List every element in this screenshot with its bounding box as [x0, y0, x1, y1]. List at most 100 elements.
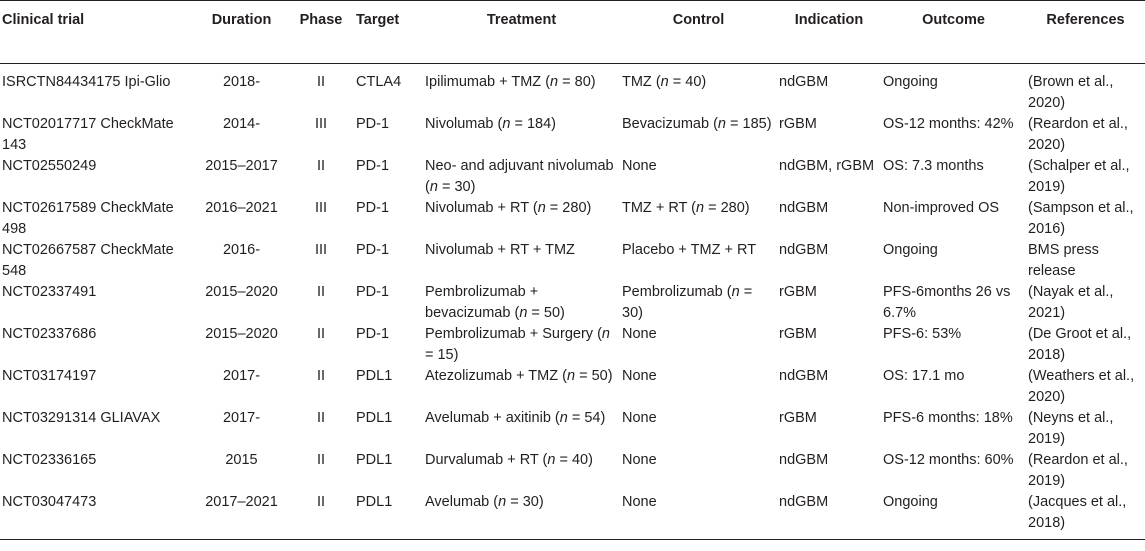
duration-cell: 2016- — [222, 242, 261, 258]
duration-cell: 2017- — [222, 368, 261, 384]
header-target: Target — [356, 12, 400, 28]
n-symbol: n — [660, 74, 669, 90]
references-cell: (Neyns et al., 2019) — [1028, 410, 1114, 447]
references-cell: (Reardon et al., 2019) — [1028, 452, 1128, 489]
n-symbol: n — [601, 326, 610, 342]
target-cell: PD-1 — [356, 200, 390, 216]
indication-cell: rGBM — [779, 116, 817, 132]
table-row: NCT02617589 CheckMate 498 2016–2021 III PD-… — [0, 198, 1145, 240]
table-header: Clinical trial Duration Phase Target Tre… — [0, 0, 1145, 64]
references-cell: (Sampson et al., 2016) — [1028, 200, 1134, 237]
treatment-cell: Pembrolizumab + Surgery (n = 15) — [425, 326, 610, 363]
references-cell: (Schalper et al., 2019) — [1028, 158, 1130, 195]
treatment-cell: Nivolumab (n = 184) — [425, 116, 557, 132]
references-cell: BMS press release — [1028, 242, 1099, 279]
target-cell: PD-1 — [356, 242, 390, 258]
outcome-cell: PFS-6months 26 vs 6.7% — [883, 284, 1011, 321]
trial-cell: ISRCTN84434175 Ipi-Glio — [2, 74, 171, 90]
n-symbol: n — [519, 305, 528, 321]
n-symbol: n — [498, 494, 507, 510]
references-cell: (Reardon et al., 2020) — [1028, 116, 1128, 153]
table-row: NCT02337686 2015–2020 II PD-1 Pembrolizumab … — [0, 324, 1145, 366]
treatment-cell: Durvalumab + RT (n = 40) — [425, 452, 593, 468]
n-symbol: n — [550, 74, 559, 90]
indication-cell: ndGBM — [779, 368, 829, 384]
phase-cell: II — [316, 326, 326, 342]
header-duration: Duration — [211, 12, 272, 28]
indication-cell: ndGBM — [779, 494, 829, 510]
header-row: Clinical trial Duration Phase Target Tre… — [0, 0, 1145, 64]
duration-cell: 2015 — [225, 452, 258, 468]
table-row: NCT02550249 2015–2017 II PD-1 Neo- and adjuv… — [0, 156, 1145, 198]
duration-cell: 2017–2021 — [205, 494, 278, 510]
header-treatment: Treatment — [486, 12, 557, 28]
outcome-cell: OS: 7.3 months — [883, 158, 984, 174]
treatment-cell: Ipilimumab + TMZ (n = 80) — [425, 74, 596, 90]
duration-cell: 2016–2021 — [205, 200, 278, 216]
treatment-cell: Avelumab (n = 30) — [425, 494, 544, 510]
trial-cell: NCT02336165 — [2, 452, 97, 468]
table-body: ISRCTN84434175 Ipi-Glio 2018- II CTLA4 Ipili… — [0, 64, 1145, 540]
trial-cell: NCT03174197 — [2, 368, 97, 384]
target-cell: CTLA4 — [356, 74, 402, 90]
header-control: Control — [672, 12, 725, 28]
n-symbol: n — [717, 116, 726, 132]
control-cell: TMZ (n = 40) — [622, 74, 707, 90]
outcome-cell: Ongoing — [883, 74, 938, 90]
phase-cell: III — [314, 242, 328, 258]
phase-cell: II — [316, 368, 326, 384]
indication-cell: ndGBM — [779, 200, 829, 216]
n-symbol: n — [537, 200, 546, 216]
treatment-cell: Neo- and adjuvant nivolumab (n = 30) — [425, 158, 614, 195]
control-cell: None — [622, 452, 657, 468]
target-cell: PDL1 — [356, 368, 393, 384]
header-references: References — [1046, 12, 1125, 28]
indication-cell: ndGBM — [779, 74, 829, 90]
phase-cell: II — [316, 158, 326, 174]
indication-cell: rGBM — [779, 326, 817, 342]
control-cell: Bevacizumab (n = 185) — [622, 116, 772, 132]
target-cell: PD-1 — [356, 326, 390, 342]
outcome-cell: PFS-6: 53% — [883, 326, 962, 342]
control-cell: None — [622, 410, 657, 426]
target-cell: PDL1 — [356, 452, 393, 468]
indication-cell: ndGBM — [779, 452, 829, 468]
control-cell: Placebo + TMZ + RT — [622, 242, 757, 258]
table-row: ISRCTN84434175 Ipi-Glio 2018- II CTLA4 Ipili… — [0, 64, 1145, 115]
table-row: NCT03174197 2017- II PDL1 Atezolizumab + TMZ… — [0, 366, 1145, 408]
outcome-cell: OS-12 months: 60% — [883, 452, 1014, 468]
n-symbol: n — [731, 284, 740, 300]
n-symbol: n — [502, 116, 511, 132]
references-cell: (Nayak et al., 2021) — [1028, 284, 1114, 321]
trial-cell: NCT03047473 — [2, 494, 97, 510]
table-row: NCT03047473 2017–2021 II PDL1 Avelumab (n = … — [0, 492, 1145, 540]
treatment-cell: Atezolizumab + TMZ (n = 50) — [425, 368, 613, 384]
control-cell: Pembrolizumab (n = 30) — [622, 284, 753, 321]
duration-cell: 2015–2017 — [205, 158, 278, 174]
control-cell: None — [622, 368, 657, 384]
n-symbol: n — [547, 452, 556, 468]
phase-cell: II — [316, 74, 326, 90]
phase-cell: II — [316, 284, 326, 300]
indication-cell: ndGBM — [779, 242, 829, 258]
outcome-cell: OS: 17.1 mo — [883, 368, 965, 384]
phase-cell: III — [314, 200, 328, 216]
references-cell: (Weathers et al., 2020) — [1028, 368, 1135, 405]
phase-cell: II — [316, 494, 326, 510]
indication-cell: rGBM — [779, 410, 817, 426]
phase-cell: II — [316, 452, 326, 468]
phase-cell: II — [316, 410, 326, 426]
n-symbol: n — [429, 179, 438, 195]
header-indication: Indication — [794, 12, 864, 28]
target-cell: PD-1 — [356, 116, 390, 132]
table-row: NCT03291314 GLIAVAX 2017- II PDL1 Avelumab +… — [0, 408, 1145, 450]
duration-cell: 2017- — [222, 410, 261, 426]
control-cell: TMZ + RT (n = 280) — [622, 200, 750, 216]
indication-cell: rGBM — [779, 284, 817, 300]
target-cell: PDL1 — [356, 494, 393, 510]
treatment-cell: Nivolumab + RT + TMZ — [425, 242, 575, 258]
control-cell: None — [622, 494, 657, 510]
target-cell: PD-1 — [356, 284, 390, 300]
control-cell: None — [622, 158, 657, 174]
trial-cell: NCT02550249 — [2, 158, 97, 174]
